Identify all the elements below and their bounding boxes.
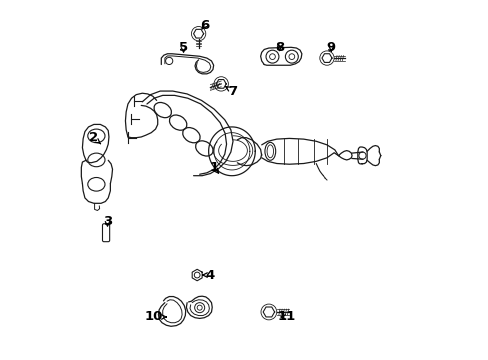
Text: 3: 3 bbox=[102, 215, 112, 228]
Text: 2: 2 bbox=[88, 131, 101, 144]
Text: 6: 6 bbox=[199, 19, 208, 32]
Text: 5: 5 bbox=[179, 41, 188, 54]
Text: 1: 1 bbox=[209, 161, 218, 174]
Text: 10: 10 bbox=[144, 310, 166, 324]
Text: 11: 11 bbox=[277, 310, 295, 324]
Text: 4: 4 bbox=[202, 269, 215, 282]
Text: 8: 8 bbox=[274, 41, 284, 54]
Text: 9: 9 bbox=[326, 41, 335, 54]
Text: 7: 7 bbox=[225, 85, 237, 98]
